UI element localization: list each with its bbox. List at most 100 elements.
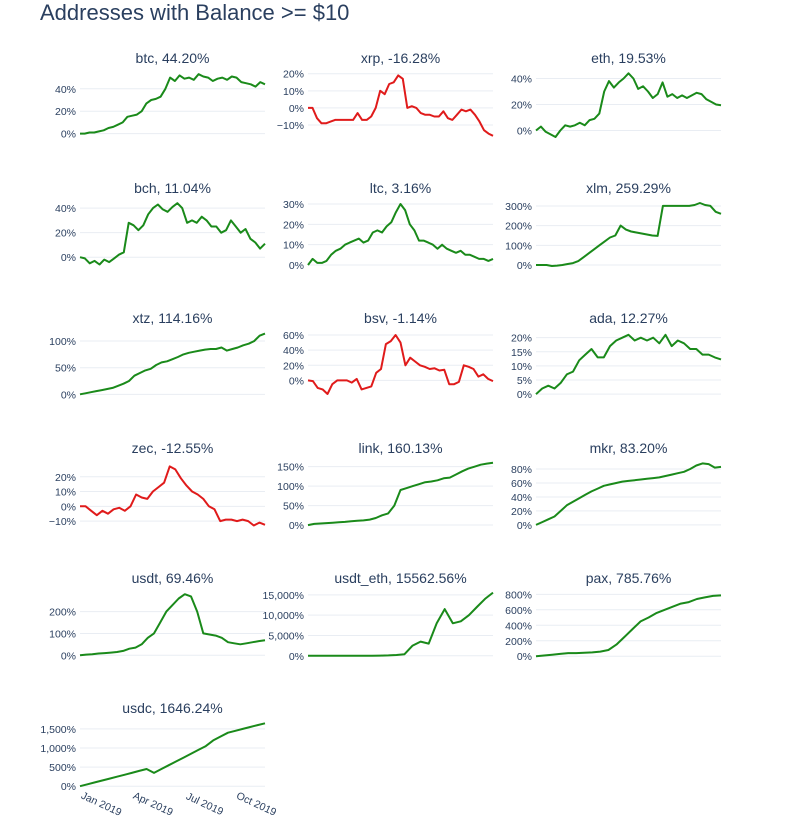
subplot-2: 0% 20% 40% eth, 19.53% [511,50,722,138]
y-tick-label: 40% [511,74,532,86]
x-tick-label: Jan 2019 [79,790,123,819]
series-line [535,72,722,138]
x-tick-label: Jul 2019 [184,790,225,818]
page-title: Addresses with Balance >= $10 [40,0,350,25]
y-tick-label: 10% [283,86,304,98]
y-tick-label: 100% [277,481,304,493]
y-tick-label: 0% [289,260,304,272]
subplot-5: 0% 100% 200% 300% xlm, 259.29% [505,180,722,272]
subplot-title: btc, 44.20% [136,50,210,66]
series-line [308,74,494,137]
y-tick-label: 10,000% [263,610,304,622]
subplot-title: usdt_eth, 15562.56% [334,570,466,586]
series-line [79,593,266,657]
subplot-12: 0% 100% 200% usdt, 69.46% [49,570,266,662]
y-tick-label: 10% [511,361,532,373]
series-line [535,594,722,658]
y-tick-label: 10% [55,487,76,499]
subplot-7: 0% 20% 40% 60% bsv, -1.14% [283,310,494,395]
y-tick-label: 100% [505,240,532,252]
subplot-10: 0% 50% 100% 150% link, 160.13% [277,440,494,532]
series-line [307,334,494,395]
subplot-0: 0% 20% 40% btc, 44.20% [55,50,266,141]
y-tick-label: 200% [49,607,76,619]
y-tick-label: 0% [61,781,76,793]
series-line [535,462,722,526]
subplot-title: zec, -12.55% [132,440,214,456]
subplot-title: eth, 19.53% [591,50,666,66]
y-tick-label: 20% [55,228,76,240]
subplot-15: 0% 500% 1,000% 1,500% usdc, 1646.24% Jan 2019… [40,700,278,819]
y-tick-label: 40% [55,203,76,215]
subplot-13: 0% 5,000% 10,000% 15,000% usdt_eth, 15562.56… [263,570,494,663]
y-tick-label: 0% [61,650,76,662]
subplot-title: xtz, 114.16% [133,310,213,326]
y-tick-label: 20% [283,219,304,231]
subplot-title: pax, 785.76% [586,570,672,586]
y-tick-label: 400% [505,620,532,632]
y-tick-label: −10% [49,516,76,528]
series-line [80,73,266,135]
subplot-title: usdc, 1646.24% [122,700,222,716]
subplot-3: 0% 20% 40% bch, 11.04% [55,180,266,266]
series-line [80,465,266,527]
y-tick-label: 20% [55,106,76,118]
y-tick-label: 1,500% [40,724,76,736]
series-line [79,202,266,266]
y-tick-label: 15,000% [263,590,304,602]
subplot-14: 0% 200% 400% 600% 800% pax, 785.76% [505,570,722,663]
y-tick-label: 0% [61,252,76,264]
series-line [79,722,266,788]
subplot-9: −10% 0% 10% 20% zec, -12.55% [49,440,266,528]
subplot-title: ltc, 3.16% [370,180,431,196]
y-tick-label: 15% [511,347,532,359]
y-tick-label: 0% [61,501,76,513]
y-tick-label: 0% [61,389,76,401]
y-tick-label: 50% [55,363,76,375]
y-tick-label: 80% [511,464,532,476]
series-line [79,332,266,396]
y-tick-label: 1,000% [40,743,76,755]
y-tick-label: 10% [283,240,304,252]
y-tick-label: 20% [511,333,532,345]
subplot-4: 0% 10% 20% 30% ltc, 3.16% [283,180,494,272]
subplot-title: link, 160.13% [358,440,442,456]
y-tick-label: 800% [505,589,532,601]
y-tick-label: 100% [49,628,76,640]
y-tick-label: 50% [283,501,304,513]
subplot-11: 0% 20% 40% 60% 80% mkr, 83.20% [511,440,722,532]
subplot-title: bch, 11.04% [134,180,211,196]
series-line [308,591,494,657]
subplot-title: xrp, -16.28% [361,50,440,66]
subplot-1: −10% 0% 10% 20% xrp, -16.28% [277,50,494,137]
y-tick-label: 150% [277,462,304,474]
y-tick-label: 60% [283,330,304,342]
subplot-8: 0% 5% 10% 15% 20% ada, 12.27% [511,310,722,401]
series-line [307,461,494,527]
subplot-title: ada, 12.27% [589,310,668,326]
y-tick-label: 0% [289,651,304,663]
y-tick-label: 0% [517,520,532,532]
subplot-6: 0% 50% 100% xtz, 114.16% [49,310,266,401]
y-tick-label: 20% [55,472,76,484]
subplot-title: bsv, -1.14% [364,310,437,326]
y-tick-label: 300% [505,201,532,213]
y-tick-label: 600% [505,605,532,617]
y-tick-label: 0% [517,389,532,401]
y-tick-label: 5% [517,375,532,387]
subplot-title: xlm, 259.29% [586,180,671,196]
y-tick-label: 100% [49,336,76,348]
y-tick-label: 20% [511,100,532,112]
y-tick-label: 0% [289,520,304,532]
subplot-title: mkr, 83.20% [590,440,668,456]
y-tick-label: 200% [505,636,532,648]
y-tick-label: 60% [511,478,532,490]
y-tick-label: 40% [283,345,304,357]
y-tick-label: 5,000% [268,630,304,642]
y-tick-label: 0% [517,126,532,138]
subplot-title: usdt, 69.46% [132,570,214,586]
y-tick-label: 0% [517,260,532,272]
y-tick-label: 20% [283,360,304,372]
x-tick-label: Oct 2019 [234,790,278,819]
